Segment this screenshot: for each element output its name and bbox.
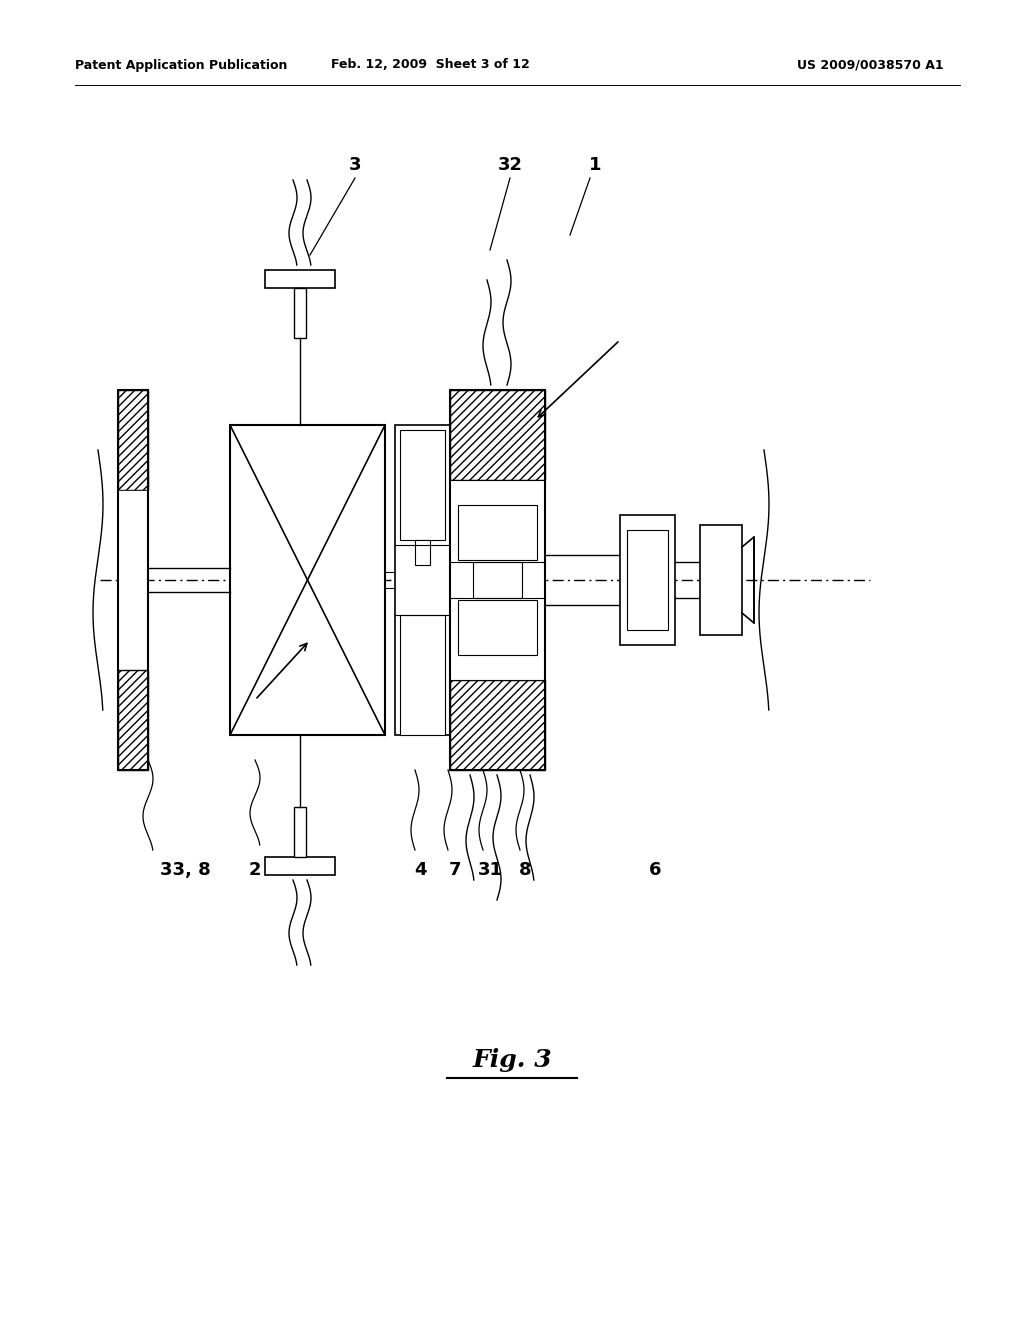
Bar bbox=[118, 389, 148, 770]
Bar bbox=[473, 562, 522, 598]
Bar bbox=[294, 807, 306, 857]
Text: Feb. 12, 2009  Sheet 3 of 12: Feb. 12, 2009 Sheet 3 of 12 bbox=[331, 58, 529, 71]
Bar bbox=[700, 525, 742, 635]
Bar bbox=[265, 857, 335, 875]
Bar bbox=[294, 288, 306, 338]
Bar bbox=[415, 540, 430, 565]
Bar bbox=[265, 271, 335, 288]
Bar bbox=[458, 601, 537, 655]
Bar bbox=[230, 425, 385, 735]
Bar bbox=[458, 506, 537, 560]
Bar bbox=[450, 480, 545, 680]
Bar bbox=[118, 490, 148, 671]
Bar bbox=[395, 425, 450, 735]
Text: 2: 2 bbox=[249, 861, 261, 879]
Text: Patent Application Publication: Patent Application Publication bbox=[75, 58, 288, 71]
Bar bbox=[620, 515, 675, 645]
Text: 33, 8: 33, 8 bbox=[160, 861, 210, 879]
Bar bbox=[627, 531, 668, 630]
Text: US 2009/0038570 A1: US 2009/0038570 A1 bbox=[797, 58, 943, 71]
Text: 4: 4 bbox=[414, 861, 426, 879]
Bar bbox=[450, 389, 545, 480]
Bar bbox=[400, 430, 445, 540]
Text: 6: 6 bbox=[649, 861, 662, 879]
Bar bbox=[118, 389, 148, 490]
Text: 32: 32 bbox=[498, 156, 522, 174]
Text: 8: 8 bbox=[519, 861, 531, 879]
Text: 1: 1 bbox=[589, 156, 601, 174]
Bar bbox=[450, 680, 545, 770]
Text: Fig. 3: Fig. 3 bbox=[472, 1048, 552, 1072]
Bar bbox=[400, 615, 445, 735]
Bar bbox=[450, 389, 545, 770]
Bar bbox=[118, 671, 148, 770]
Text: 31: 31 bbox=[477, 861, 503, 879]
Text: 3: 3 bbox=[349, 156, 361, 174]
Text: 7: 7 bbox=[449, 861, 461, 879]
